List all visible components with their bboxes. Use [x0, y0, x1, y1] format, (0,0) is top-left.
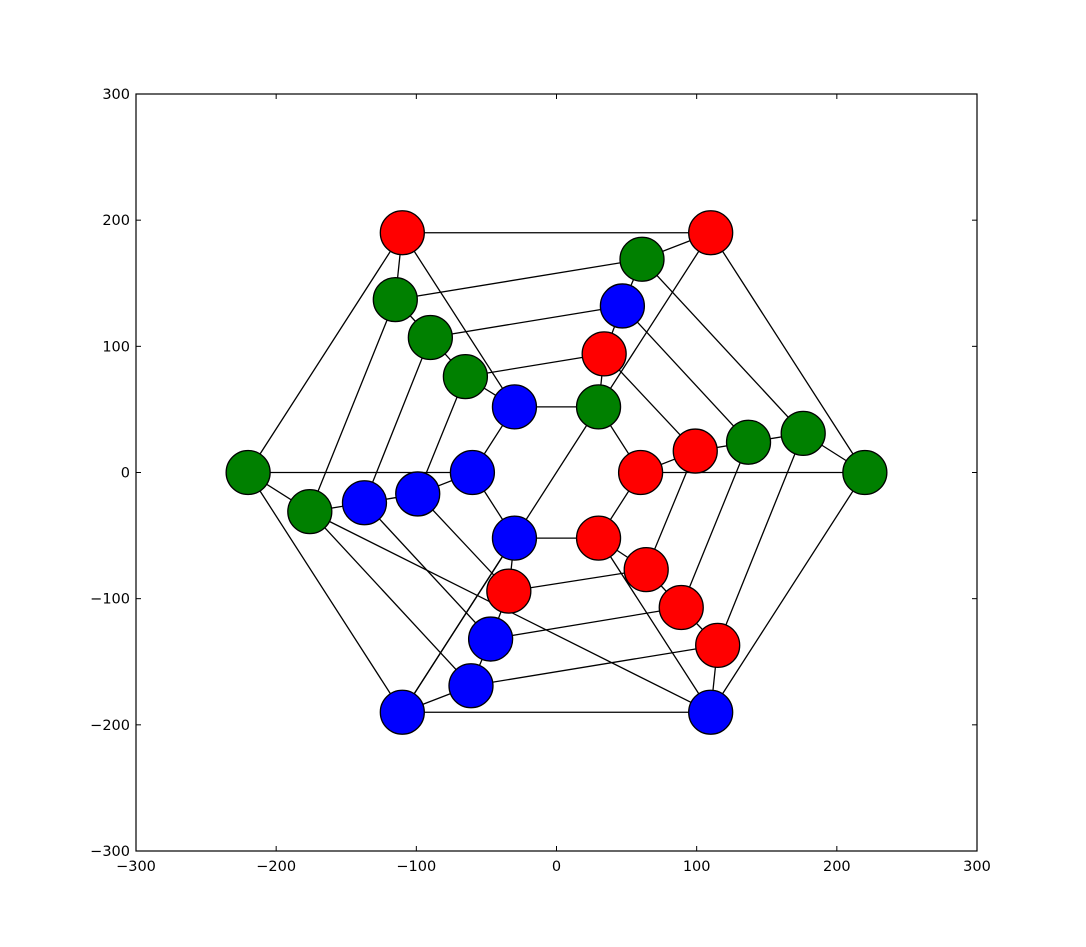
y-axis-tick-label: −300 [90, 844, 130, 860]
graph-edge [508, 569, 647, 592]
tick-labels-layer: −300 −200 −100 0 100 200 300 −300 −200 −100 0 100 20… [90, 87, 991, 875]
graph-node-green [780, 410, 826, 457]
x-axis-tick-label: −300 [116, 859, 156, 875]
graph-edge [490, 606, 682, 640]
graph-edge [710, 232, 866, 473]
graph-node-red [486, 568, 532, 614]
graph-node-red [623, 546, 669, 593]
graph-node-blue [467, 616, 514, 662]
graph-node-red [617, 449, 664, 496]
x-axis-tick-label: −100 [396, 859, 436, 875]
graph-node-green [575, 384, 622, 430]
graph-edge [641, 258, 804, 434]
y-axis-tick-label: 100 [102, 339, 130, 355]
graph-node-green [372, 277, 418, 323]
graph-node-blue [688, 689, 734, 735]
graph-node-blue [599, 283, 646, 329]
graph-node-red [672, 428, 718, 474]
graph-edge [598, 537, 712, 713]
graph-node-green [442, 353, 489, 400]
y-axis-tick-label: −100 [90, 592, 130, 608]
graph-node-blue [448, 663, 494, 709]
graph-node-red [658, 584, 704, 631]
graph-node-blue [491, 515, 538, 561]
graph-node-green [287, 488, 333, 535]
graph-edge [247, 232, 403, 473]
graph-edge [430, 305, 623, 339]
y-axis-tick-label: 300 [102, 87, 130, 103]
graph-node-blue [341, 480, 388, 526]
graph-node-green [842, 449, 888, 496]
graph-node-blue [379, 689, 425, 735]
graph-edge [465, 353, 605, 378]
graph-edge [309, 299, 396, 512]
graph-node-red [688, 210, 734, 256]
graph-edge [247, 472, 403, 713]
graph-edge [598, 232, 712, 408]
graph-edge [395, 258, 643, 301]
graph-node-red [379, 210, 425, 256]
x-axis-tick-label: 100 [683, 859, 711, 875]
x-axis-tick-label: −200 [256, 859, 296, 875]
graph-node-blue [395, 471, 441, 517]
graph-node-blue [491, 384, 538, 430]
x-axis-tick-label: 200 [823, 859, 851, 875]
graph-edge [363, 337, 431, 504]
graph-node-red [575, 515, 622, 561]
graph-node-green [619, 236, 665, 282]
graph-edge [621, 305, 750, 443]
y-axis-tick-label: 0 [121, 466, 130, 482]
y-axis-tick-label: −200 [90, 718, 130, 734]
graph-edge [401, 406, 600, 713]
plot-frame [135, 93, 978, 852]
graph-edge [470, 644, 718, 687]
nodes-layer [225, 210, 888, 735]
graph-node-green [225, 449, 271, 496]
y-axis-tick-label: 200 [102, 213, 130, 229]
graph-edge [710, 472, 866, 713]
graph-node-red [695, 622, 741, 668]
graph-edge [680, 441, 750, 608]
x-axis-tick-label: 300 [963, 859, 991, 875]
graph-edge [401, 232, 515, 408]
graph-node-green [407, 314, 454, 361]
graph-node-red [581, 331, 627, 377]
graph-edge [309, 511, 472, 687]
graph-node-green [725, 419, 772, 465]
graph-node-blue [449, 449, 496, 496]
graph-edge [717, 433, 804, 646]
x-axis-tick-label: 0 [552, 859, 561, 875]
